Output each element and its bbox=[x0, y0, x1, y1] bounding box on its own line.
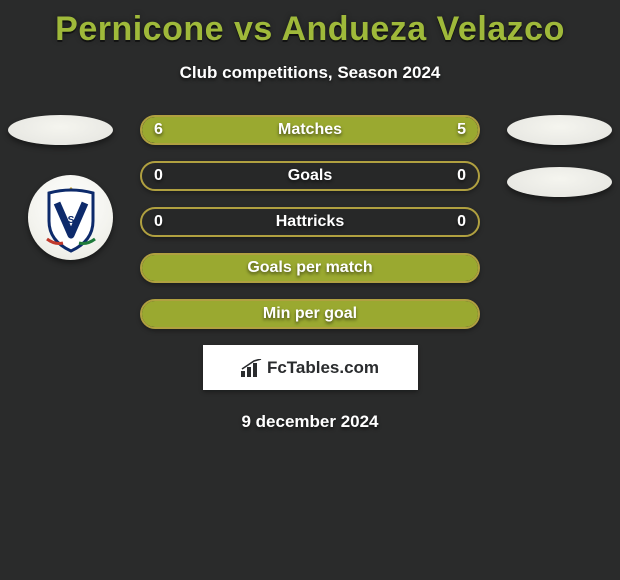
stat-right-value: 0 bbox=[457, 209, 466, 235]
player-right-badge-1 bbox=[507, 115, 612, 145]
stat-row-min-per-goal: Min per goal bbox=[140, 299, 480, 329]
comparison-area: S 6 Matches 5 0 Goals 0 0 Hattricks 0 bbox=[0, 115, 620, 432]
club-shield-icon: S bbox=[41, 183, 101, 253]
player-left-badge-small bbox=[8, 115, 113, 145]
stat-right-value: 5 bbox=[457, 117, 466, 143]
subtitle: Club competitions, Season 2024 bbox=[0, 63, 620, 83]
stat-label: Hattricks bbox=[142, 209, 478, 235]
player-right-badge-2 bbox=[507, 167, 612, 197]
stat-rows: 6 Matches 5 0 Goals 0 0 Hattricks 0 Goal… bbox=[140, 115, 480, 329]
stat-row-goals-per-match: Goals per match bbox=[140, 253, 480, 283]
stat-label: Goals per match bbox=[142, 255, 478, 281]
page-title: Pernicone vs Andueza Velazco bbox=[0, 0, 620, 49]
svg-text:S: S bbox=[67, 215, 74, 226]
date-label: 9 december 2024 bbox=[0, 412, 620, 432]
stat-row-matches: 6 Matches 5 bbox=[140, 115, 480, 145]
stat-row-hattricks: 0 Hattricks 0 bbox=[140, 207, 480, 237]
stat-label: Matches bbox=[142, 117, 478, 143]
brand-box: FcTables.com bbox=[203, 345, 418, 390]
brand-label: FcTables.com bbox=[241, 358, 379, 378]
stat-right-value: 0 bbox=[457, 163, 466, 189]
stat-label: Min per goal bbox=[142, 301, 478, 327]
brand-text: FcTables.com bbox=[267, 358, 379, 378]
player-left-club-badge: S bbox=[28, 175, 113, 260]
bar-chart-icon bbox=[241, 359, 263, 377]
stat-label: Goals bbox=[142, 163, 478, 189]
stat-row-goals: 0 Goals 0 bbox=[140, 161, 480, 191]
